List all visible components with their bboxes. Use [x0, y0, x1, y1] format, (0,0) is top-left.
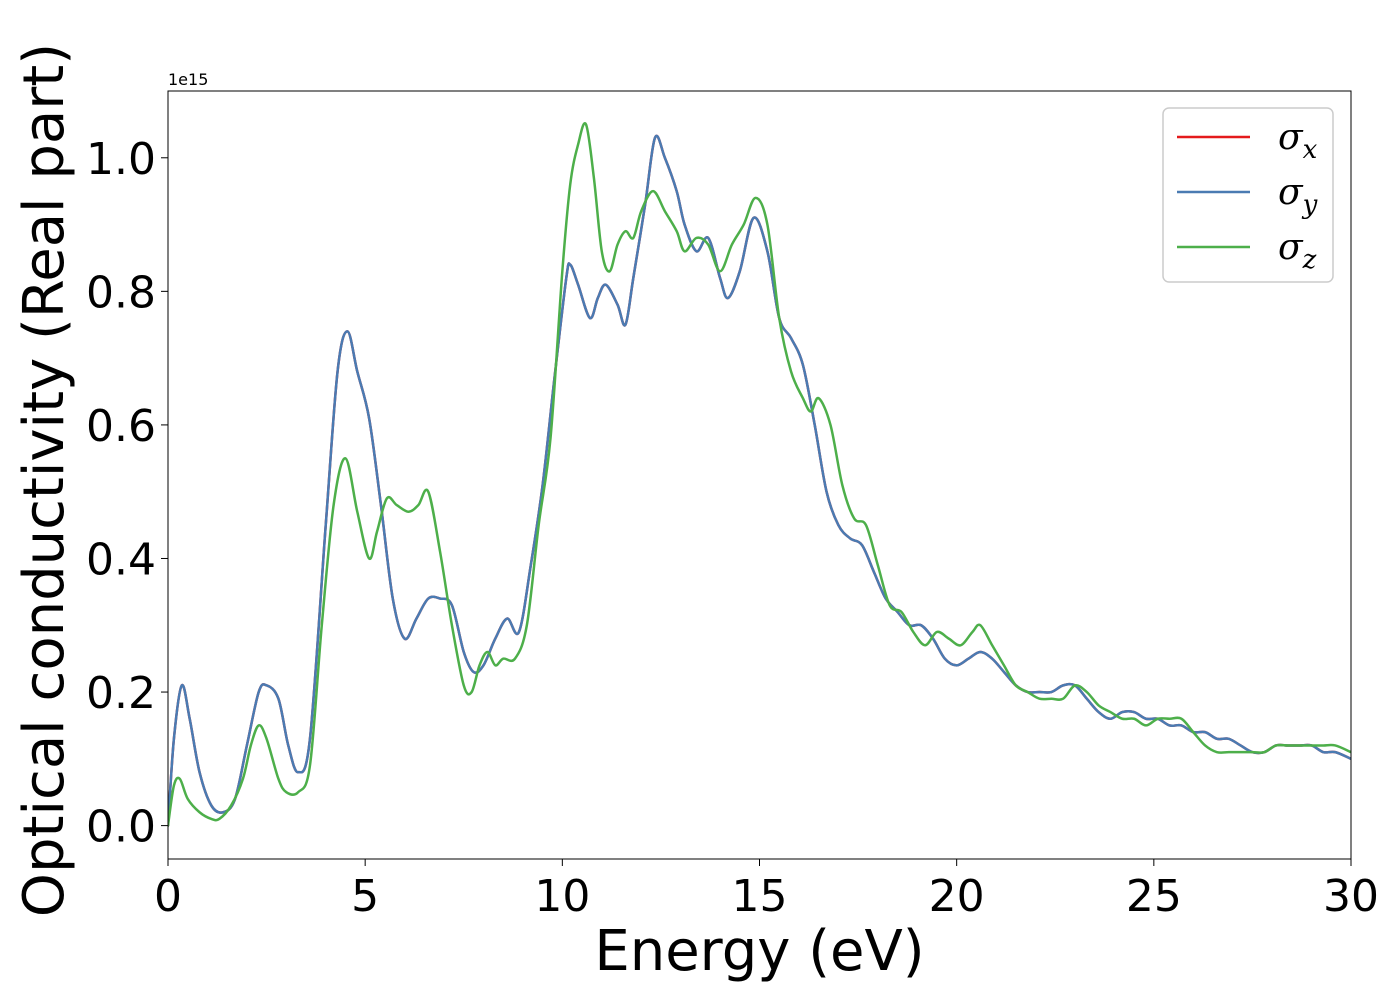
x-tick-label: 10	[534, 871, 590, 922]
legend-label: σz	[1278, 227, 1317, 275]
y-tick-label: 0.2	[86, 668, 156, 719]
y-tick-label: 0.0	[86, 802, 156, 853]
x-tick-label: 25	[1126, 871, 1182, 922]
legend: σx σy σz	[1162, 107, 1334, 283]
x-axis-title: Energy (eV)	[594, 919, 924, 984]
x-tick-label: 15	[732, 871, 788, 922]
y-tick-label: 1.0	[86, 134, 156, 185]
legend-label: σy	[1278, 172, 1318, 220]
series-line-z	[168, 121, 1351, 827]
x-tick-label: 0	[154, 871, 182, 922]
plot-area	[168, 121, 1351, 827]
y-tick-label: 0.4	[86, 534, 156, 585]
series-line-y	[168, 134, 1351, 827]
y-axis-title: Optical conductivity (Real part)	[12, 43, 77, 917]
y-tick-label: 0.6	[86, 401, 156, 452]
legend-item-x: σx	[1177, 117, 1318, 165]
x-tick-label: 30	[1323, 871, 1379, 922]
x-axis: 0 5 10 15 20 25 30	[154, 859, 1379, 922]
legend-item-z: σz	[1177, 227, 1317, 275]
x-tick-label: 5	[351, 871, 379, 922]
x-tick-label: 20	[929, 871, 985, 922]
legend-item-y: σy	[1177, 172, 1318, 220]
legend-box	[1162, 107, 1334, 283]
y-tick-label: 0.8	[86, 267, 156, 318]
y-axis: 0.0 0.2 0.4 0.6 0.8 1.0	[86, 134, 168, 853]
y-offset-text: 1e15	[168, 70, 208, 89]
legend-label: σx	[1278, 117, 1318, 165]
